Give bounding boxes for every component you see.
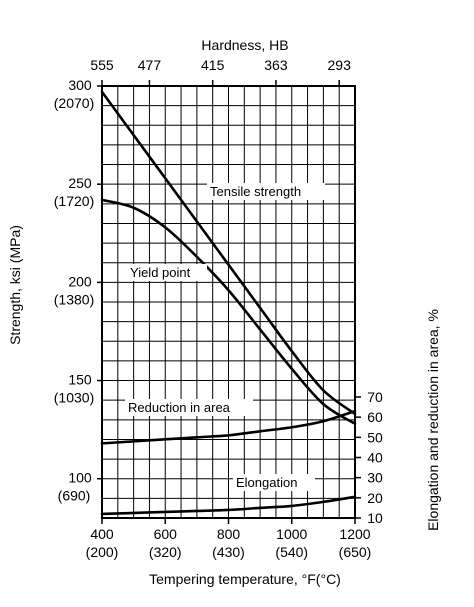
- y-left-tick-label: 250: [68, 175, 92, 191]
- y-left-tick-sublabel: (1030): [54, 390, 94, 406]
- series-label-yield-point: Yield point: [130, 265, 191, 280]
- y-left-tick-label: 150: [68, 372, 92, 388]
- top-tick-label: 415: [201, 57, 225, 73]
- x-tick-label: 800: [217, 526, 241, 542]
- top-axis-title: Hardness, HB: [201, 37, 288, 53]
- series-group: [100, 90, 357, 516]
- series-label-background: [127, 264, 207, 281]
- y-left-tick-sublabel: (1720): [54, 193, 94, 209]
- x-axis-title: Tempering temperature, °F(°C): [149, 571, 341, 587]
- y-right-tick-label: 20: [367, 490, 383, 506]
- series-line-reduction-in-area: [100, 409, 357, 445]
- y-left-tick-label: 200: [68, 273, 92, 289]
- y-left-tick-sublabel: (690): [58, 488, 91, 504]
- y-left-tick-label: 300: [68, 77, 92, 93]
- x-tick-label: 1200: [339, 526, 370, 542]
- series-label-reduction-in-area: Reduction in area: [128, 400, 231, 415]
- x-tick-sublabel: (200): [86, 544, 119, 560]
- y-right-tick-label: 10: [367, 510, 383, 526]
- top-tick-label: 363: [264, 57, 288, 73]
- y-right-tick-label: 30: [367, 470, 383, 486]
- grid: [101, 85, 356, 519]
- series-line-yield-point: [100, 198, 357, 426]
- top-tick-label: 293: [328, 57, 352, 73]
- series-label-background: [207, 183, 325, 200]
- y-left-tick-sublabel: (2070): [54, 95, 94, 111]
- y-right-tick-label: 40: [367, 450, 383, 466]
- x-tick-label: 400: [90, 526, 114, 542]
- series-label-background: [233, 474, 315, 491]
- y-right-tick-label: 70: [367, 389, 383, 405]
- series-line-elongation: [100, 495, 357, 516]
- x-tick-sublabel: (320): [149, 544, 182, 560]
- x-tick-sublabel: (430): [212, 544, 245, 560]
- y-right-tick-label: 60: [367, 409, 383, 425]
- top-tick-label: 555: [90, 57, 114, 73]
- series-label-tensile-strength: Tensile strength: [210, 184, 301, 199]
- y-right-tick-label: 50: [367, 429, 383, 445]
- y-left-tick-sublabel: (1380): [54, 291, 94, 307]
- label-group: Tensile strength Yield point Reduction in …: [125, 183, 325, 491]
- x-tick-label: 600: [154, 526, 178, 542]
- y-left-axis-title: Strength, ksi (MPa): [7, 225, 23, 345]
- series-line-tensile-strength: [100, 90, 357, 416]
- x-tick-sublabel: (540): [275, 544, 308, 560]
- series-label-background: [125, 399, 253, 416]
- tick-group: 300 (2070) 250 (1720) 200 (1380) 150 (1030) 100 (…: [54, 57, 383, 560]
- x-tick-label: 1000: [276, 526, 307, 542]
- top-tick-label: 477: [138, 57, 162, 73]
- series-label-elongation: Elongation: [236, 475, 297, 490]
- y-right-axis-title: Elongation and reduction in area, %: [425, 309, 441, 531]
- x-tick-sublabel: (650): [339, 544, 372, 560]
- y-left-tick-label: 100: [68, 470, 92, 486]
